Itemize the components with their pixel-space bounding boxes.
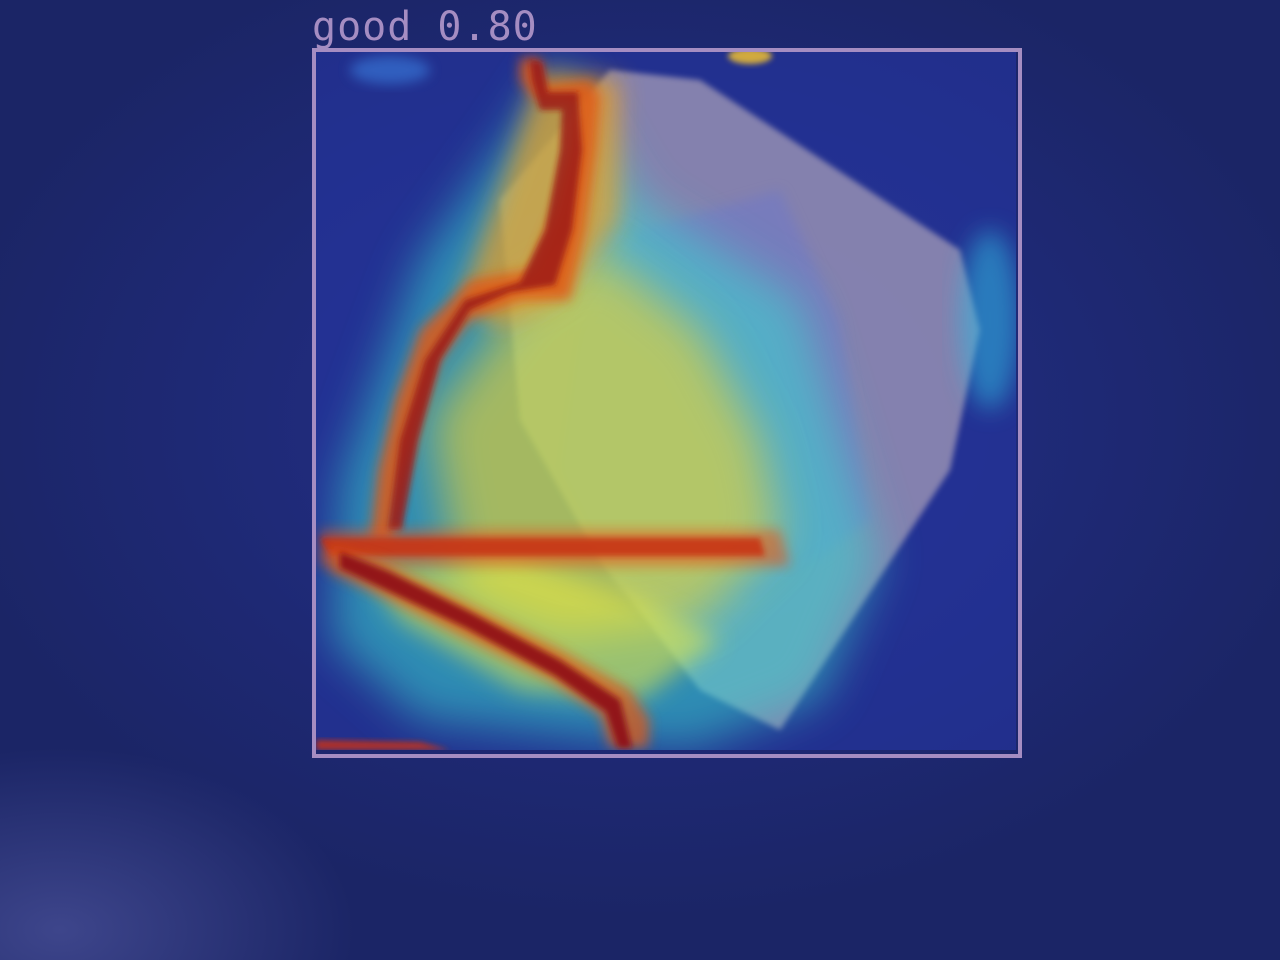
bounding-box xyxy=(312,48,1022,758)
heat-high-region xyxy=(316,58,790,750)
detection-label: good 0.80 xyxy=(312,4,538,50)
